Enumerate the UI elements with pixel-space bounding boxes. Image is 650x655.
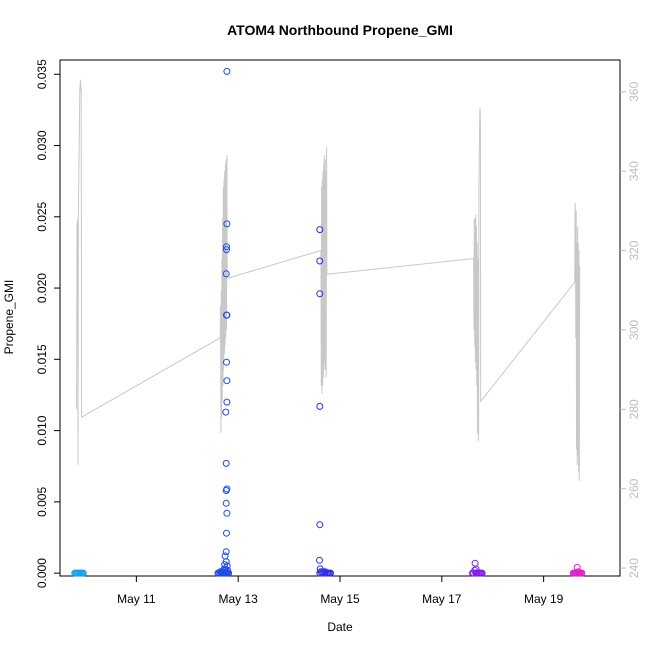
scatter-point-4-8 xyxy=(578,569,586,577)
y-left-tick-label-7: 0.035 xyxy=(35,59,49,89)
y-axis-right: 240 260 280 300 320 340 360 xyxy=(620,81,641,578)
x-tick-label-1: May 13 xyxy=(219,592,259,606)
scatter-point-2-11 xyxy=(316,226,324,234)
y-left-tick-label-5: 0.025 xyxy=(35,201,49,231)
scatter-point-3-9 xyxy=(478,569,486,577)
scatter-point-2-16 xyxy=(316,556,323,564)
scatter-point-1-18 xyxy=(224,569,232,577)
scatter-point-4-10 xyxy=(574,568,582,576)
scatter-point-1-27 xyxy=(222,270,230,278)
scatter-point-3-10 xyxy=(471,559,479,567)
scatter-point-2-14 xyxy=(316,402,324,410)
scatter-point-1-39 xyxy=(223,529,230,537)
x-tick-label-3: May 17 xyxy=(422,592,462,606)
y-right-tick-label-5: 340 xyxy=(627,161,641,181)
scatter-point-1-33 xyxy=(222,408,230,416)
scatter-point-1-20 xyxy=(221,552,229,560)
scatter-point-2-15 xyxy=(316,521,324,529)
y-right-tick-label-3: 300 xyxy=(627,320,641,340)
line-layer xyxy=(76,79,581,481)
scatter-point-1-34 xyxy=(222,459,230,467)
scatter-point-3-11 xyxy=(472,565,480,573)
scatter-point-1-26 xyxy=(223,246,230,254)
scatter-point-1-32 xyxy=(223,398,231,406)
y-right-tick-label-4: 320 xyxy=(627,240,641,260)
scatter-point-1-22 xyxy=(223,562,231,570)
points-layer xyxy=(71,67,586,577)
scatter-point-1-40 xyxy=(222,548,230,556)
y-right-tick-label-1: 260 xyxy=(627,478,641,498)
x-axis-label: Date xyxy=(327,620,353,634)
scatter-point-1-30 xyxy=(223,358,230,366)
y-left-tick-label-4: 0.020 xyxy=(35,273,49,303)
scatter-point-1-29 xyxy=(223,311,231,319)
x-axis: May 11 May 13 May 15 May 17 May 19 xyxy=(117,576,564,606)
scatter-point-1-37 xyxy=(222,499,230,507)
scatter-point-1-38 xyxy=(223,509,231,517)
y-left-tick-label-3: 0.015 xyxy=(35,344,49,374)
x-tick-label-4: May 19 xyxy=(524,592,564,606)
chart-title: ATOM4 Northbound Propene_GMI xyxy=(227,22,453,38)
scatter-point-2-12 xyxy=(316,257,324,265)
y-axis-left: 0.000 0.005 0.010 0.015 0.020 0.025 0.030 0.035 xyxy=(35,59,60,588)
y-right-tick-label-0: 240 xyxy=(627,558,641,578)
line-series-path xyxy=(76,79,581,481)
y-left-tick-label-1: 0.005 xyxy=(35,487,49,517)
x-tick-label-0: May 11 xyxy=(117,592,156,606)
scatter-point-1-31 xyxy=(223,377,231,385)
y-axis-label: Propene_GMI xyxy=(2,280,16,355)
y-right-tick-label-6: 360 xyxy=(627,81,641,101)
y-left-tick-label-2: 0.010 xyxy=(35,415,49,445)
y-left-tick-label-6: 0.030 xyxy=(35,130,49,160)
scatter-point-1-23 xyxy=(223,67,231,75)
y-right-tick-label-2: 280 xyxy=(627,399,641,419)
plot-frame xyxy=(59,59,621,577)
x-tick-label-2: May 15 xyxy=(320,592,360,606)
scatter-point-1-36 xyxy=(222,487,230,494)
scatter-point-4-9 xyxy=(573,563,581,571)
scatter-point-1-24 xyxy=(223,220,231,228)
scatter-point-2-10 xyxy=(327,569,334,577)
scatter-point-1-25 xyxy=(223,243,230,251)
scatter-point-2-13 xyxy=(316,290,324,298)
y-left-tick-label-0: 0.000 xyxy=(35,558,49,588)
scatter-point-1-21 xyxy=(222,558,230,566)
scatter-point-2-17 xyxy=(316,565,324,573)
scatter-point-0-8 xyxy=(79,569,87,577)
